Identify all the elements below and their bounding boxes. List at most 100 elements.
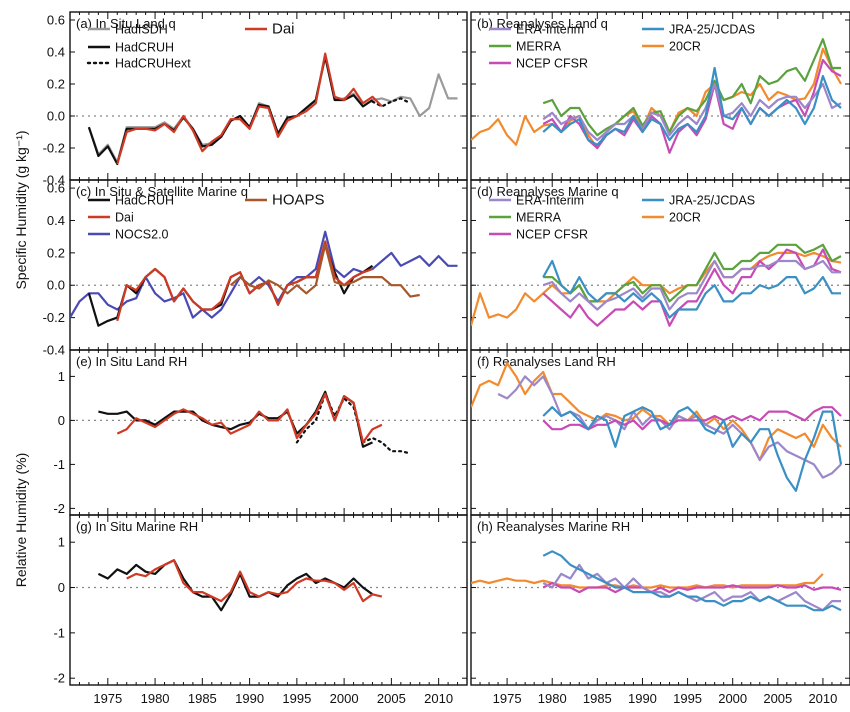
xtick-label: 1985 [583,691,612,706]
panel-f: (f) Reanalyses Land RH [470,349,850,516]
legend-label: MERRA [516,40,562,54]
ytick-label: 0.6 [47,13,65,28]
xtick-label: 1980 [538,691,567,706]
xtick-label: 2010 [808,691,837,706]
legend-label: ERA-Interim [516,23,584,37]
xtick-label: 2005 [763,691,792,706]
legend-label: NCEP CFSR [516,57,588,71]
series-line-hadcruh [97,559,374,612]
legend-label: JRA-25/JCDAS [669,194,755,208]
ytick-label: -2 [53,671,65,686]
ytick-label: 0.4 [47,213,65,228]
series-group-b [471,38,842,154]
series-group-e [98,390,412,455]
xtick-label: 1980 [141,691,170,706]
ytick-label: -0.2 [43,141,65,156]
xtick-label: 1975 [93,691,122,706]
y-axis-label-relative-humidity: Relative Humidity (%) [13,453,29,588]
ytick-label: 1 [58,535,65,550]
panel-title-b: (b) Reanalyses Land q [477,16,608,31]
ytick-label: 0 [58,580,65,595]
ytick-label: 0.4 [47,45,65,60]
ytick-label: 1 [58,369,65,384]
series-group-g [97,559,383,612]
panel-a: 0.60.40.20.0-0.2-0.4(a) In Situ Land qHa… [43,11,468,188]
panel-frame-a [69,11,468,181]
series-group-h [471,550,842,612]
ytick-label: -1 [53,625,65,640]
series-group-d [471,243,842,327]
panels-group: 0.60.40.20.0-0.2-0.4(a) In Situ Land qHa… [43,11,850,706]
ytick-label: 0 [58,413,65,428]
series-line-dai [126,559,383,603]
xtick-label: 1985 [188,691,217,706]
panel-title-g: (g) In Situ Marine RH [76,519,198,534]
panel-frame-e [69,349,468,516]
ytick-label: 0.6 [47,181,65,196]
legend-label: 20CR [669,211,701,225]
legend-label: 20CR [669,40,701,54]
series-line-20cr [471,573,824,589]
series-line-ncep-cfsr [542,581,842,594]
legend-label: NCEP CFSR [516,228,588,242]
series-line-jra-25-jcdas [542,259,841,319]
series-line-jra-25-jcdas [542,550,842,612]
series-group-a [87,52,458,166]
ytick-label: 0.0 [47,278,65,293]
panel-e: 1 0 -1 -2 (e) In Situ Land RH [53,349,468,516]
panel-title-a: (a) In Situ Land q [76,16,176,31]
panel-frame-h [470,514,850,686]
xtick-label: 2005 [377,691,406,706]
legend-label: NOCS2.0 [115,228,169,242]
panel-g: 1 0 -1 -2 1975 1980 1985 1990 1995 2000 2005 2010 (g… [53,514,468,706]
series-line-hadisdh [87,54,458,164]
legend-label: HadISDH [115,23,168,37]
xtick-label: 1995 [282,691,311,706]
panel-title-h: (h) Reanalyses Marine RH [477,519,630,534]
series-group-c [70,230,458,327]
y-axis-label-specific-humidity: Specific Humidity (g kg⁻¹) [13,130,29,289]
ytick-label: -0.4 [43,343,65,358]
series-line-jra-25-jcdas [542,66,842,146]
legend-label: HOAPS [272,192,325,209]
series-line-hoaps [229,243,420,298]
xtick-label: 2010 [424,691,453,706]
series-line-merra [542,38,841,137]
series-line-era-interim [542,82,842,142]
legend-label: HadCRUH [115,41,174,55]
panel-title-d: (d) Reanalyses Marine q [477,184,619,199]
panel-c: 0.6 0.4 0.2 0.0 -0.2 -0.4 (c) In Situ & Satell… [43,179,468,358]
ytick-label: -0.2 [43,310,65,325]
ytick-label: -0.4 [43,173,65,188]
ytick-label: 0.2 [47,245,65,260]
series-line-ncep-cfsr [542,58,842,154]
xtick-label: 1975 [493,691,522,706]
xtick-label: 1995 [673,691,702,706]
legend-label: MERRA [516,211,562,225]
xtick-label: 2000 [330,691,359,706]
ytick-label: 0.0 [47,109,65,124]
panel-title-e: (e) In Situ Land RH [76,354,187,369]
series-group-f [471,362,843,492]
legend-label: HadCRUH [115,194,174,208]
legend-label: HadCRUHext [115,57,191,71]
series-line-ncep-cfsr [542,248,842,327]
series-line-merra [543,243,842,303]
panel-h: 1975 1980 1985 1990 1995 2000 2005 2010 (h) Rean… [470,514,850,706]
series-line-era-interim [542,259,841,311]
series-line-jra-25-jcdas [542,406,843,492]
legend-label: ERA-Interim [516,194,584,208]
ytick-label: 0.2 [47,77,65,92]
series-line-nocs2-0 [70,230,458,319]
panel-title-f: (f) Reanalyses Land RH [477,354,616,369]
ytick-label: -1 [53,457,65,472]
xtick-label: 2000 [718,691,747,706]
panel-frame-g [69,514,468,686]
ytick-label: -2 [53,501,65,516]
series-line-dai [116,52,383,165]
legend-label: JRA-25/JCDAS [669,23,755,37]
panel-title-c: (c) In Situ & Satellite Marine q [76,184,248,199]
